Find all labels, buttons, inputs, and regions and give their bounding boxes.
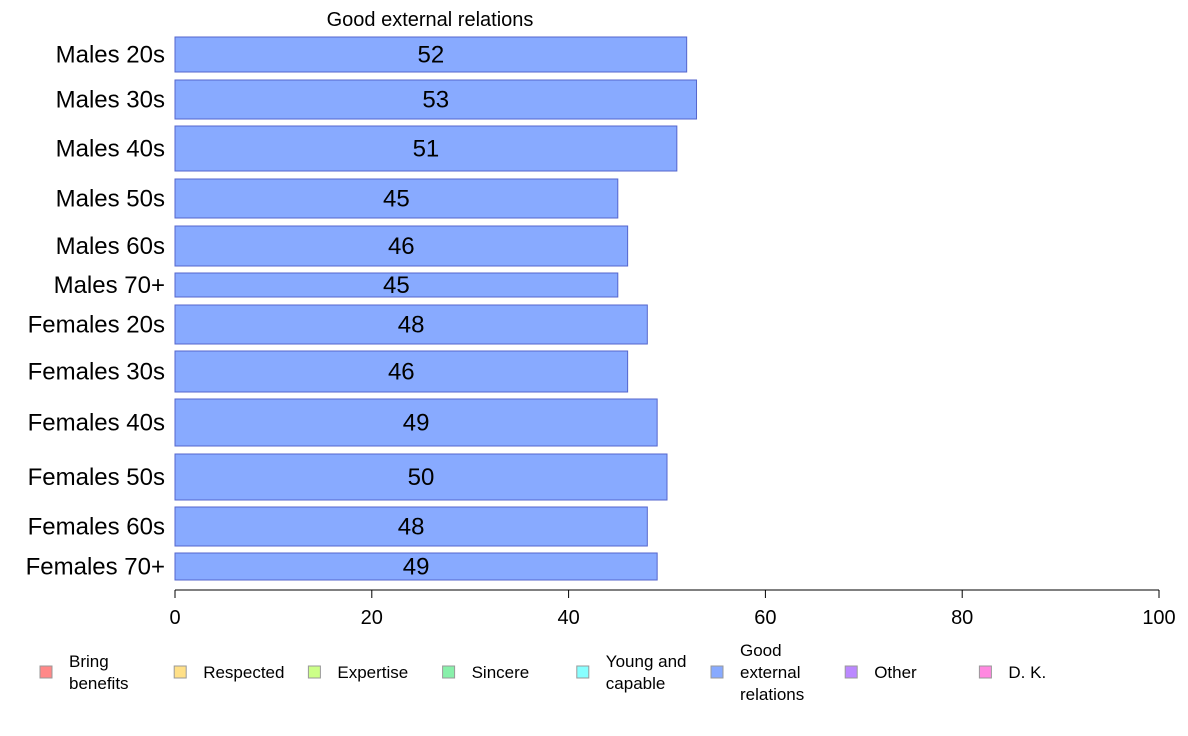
- legend-label: Good: [740, 641, 782, 660]
- bars-group: Males 20s 52 Males 30s 53 Males 40s 51 Males 5…: [26, 36, 698, 581]
- legend-label: capable: [606, 674, 666, 693]
- data-label: 46: [388, 359, 415, 386]
- bar: [174, 350, 629, 393]
- category-label: Females 60s: [28, 514, 165, 541]
- category-label: Females 50s: [28, 464, 165, 491]
- legend-label: Young and: [606, 652, 687, 671]
- legend-label: benefits: [69, 674, 129, 693]
- data-label: 50: [408, 464, 435, 491]
- legend-swatch: [173, 665, 187, 679]
- x-tick-label: 20: [361, 607, 383, 629]
- x-tick-label: 60: [754, 607, 776, 629]
- bar: [174, 552, 658, 581]
- legend-swatch: [710, 665, 724, 679]
- legend-swatch: [307, 665, 321, 679]
- legend-swatch: [39, 665, 53, 679]
- legend-label: Expertise: [337, 663, 408, 682]
- legend-item: Sincere: [442, 663, 530, 682]
- legend-swatch: [576, 665, 590, 679]
- category-label: Males 60s: [56, 233, 165, 260]
- category-label: Females 20s: [28, 312, 165, 339]
- legend-item: Young and capable: [576, 652, 687, 693]
- data-label: 48: [398, 312, 425, 339]
- bar: [174, 506, 648, 547]
- legend-label: Sincere: [472, 663, 530, 682]
- legend-item: Good external relations: [710, 641, 804, 704]
- legend-item: D. K.: [978, 663, 1046, 682]
- data-label: 49: [403, 554, 430, 581]
- data-label: 45: [383, 186, 410, 213]
- data-label: 51: [413, 136, 440, 163]
- legend-label: Bring: [69, 652, 109, 671]
- bar: [174, 178, 619, 219]
- legend-item: Other: [844, 663, 917, 682]
- x-tick-label: 100: [1142, 607, 1175, 629]
- data-label: 45: [383, 272, 410, 299]
- bar: [174, 79, 698, 120]
- category-label: Males 50s: [56, 186, 165, 213]
- category-label: Males 70+: [54, 272, 165, 299]
- category-label: Females 70+: [26, 554, 165, 581]
- legend-swatch: [442, 665, 456, 679]
- data-label: 52: [417, 42, 444, 69]
- x-tick-label: 40: [557, 607, 579, 629]
- bar: [174, 398, 658, 447]
- legend-label: Other: [874, 663, 917, 682]
- bar: [174, 272, 619, 298]
- bar: [174, 304, 648, 345]
- data-label: 46: [388, 233, 415, 260]
- bar: [174, 453, 668, 501]
- legend-label: Respected: [203, 663, 284, 682]
- category-label: Females 30s: [28, 359, 165, 386]
- bar: [174, 36, 688, 73]
- legend-swatch: [978, 665, 992, 679]
- x-tick-label: 0: [169, 607, 180, 629]
- category-label: Females 40s: [28, 410, 165, 437]
- legend-item: Respected: [173, 663, 284, 682]
- category-label: Males 40s: [56, 136, 165, 163]
- category-label: Males 20s: [56, 42, 165, 69]
- legend-item: Bring benefits: [39, 652, 129, 693]
- legend-label: external: [740, 663, 800, 682]
- category-label: Males 30s: [56, 87, 165, 114]
- legend-label: D. K.: [1008, 663, 1046, 682]
- x-axis: 0 20 40 60 80 100: [169, 589, 1176, 629]
- legend-item: Expertise: [307, 663, 408, 682]
- data-label: 53: [422, 87, 449, 114]
- x-tick-label: 80: [951, 607, 973, 629]
- legend-label: relations: [740, 685, 804, 704]
- data-label: 48: [398, 514, 425, 541]
- legend-swatch: [844, 665, 858, 679]
- data-label: 49: [403, 410, 430, 437]
- chart-title: Good external relations: [327, 9, 534, 31]
- bar: [174, 225, 629, 267]
- legend: Bring benefits Respected Expertise Sincere Yo…: [39, 641, 1046, 704]
- bar: [174, 125, 678, 172]
